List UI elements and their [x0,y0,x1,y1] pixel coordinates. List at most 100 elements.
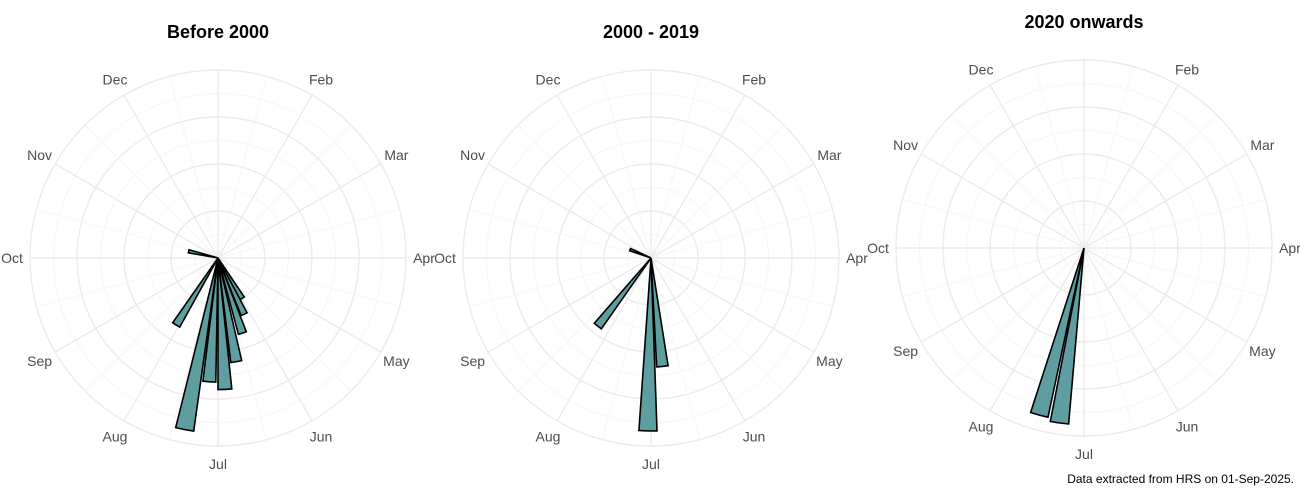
grid-spoke [469,257,652,308]
month-label-jul: Jul [642,456,660,472]
grid-spoke [650,257,746,422]
month-label-may: May [383,353,409,369]
polar-bar-1 [1049,247,1085,425]
polar-bar-2 [217,257,249,317]
grid-spoke [902,198,1085,249]
grid-spoke [517,124,652,259]
month-label-mar: Mar [384,147,408,163]
month-label-apr: Apr [846,250,868,266]
polar-bar-9 [187,248,219,259]
grid-spoke [84,124,219,259]
grid-spoke [36,208,219,259]
grid-spoke [487,257,652,353]
month-label-apr: Apr [413,250,435,266]
grid-spoke [1083,247,1134,430]
month-label-may: May [1249,343,1275,359]
month-label-mar: Mar [817,147,841,163]
polar-bar-4 [628,247,652,259]
month-label-sep: Sep [460,353,485,369]
grid-spoke [1083,247,1266,298]
grid-spoke [1034,66,1085,249]
polar-panel-1: Before 2000 Feb Mar Apr May Jun Jul Aug Sep Oct No… [1,22,435,472]
grid-spoke [217,208,400,259]
grid-spoke [469,208,652,259]
polar-panel-3: 2020 onwards Dec Feb Mar Apr May Jun Jul Aug Sep O… [867,12,1300,462]
grid-spoke [54,163,219,259]
grid-spoke [650,76,701,259]
grid-spoke [123,94,219,259]
grid-spoke [217,257,352,392]
month-label-feb: Feb [1175,62,1199,78]
grid-spoke [1083,247,1179,412]
month-label-nov: Nov [460,147,485,163]
panel-title: 2020 onwards [1024,12,1143,32]
grid-spoke [920,247,1085,343]
month-label-jun: Jun [310,428,333,444]
grid-spoke [1083,84,1179,249]
polar-bar-8 [171,257,219,329]
polar-bar-5 [217,257,233,391]
grid-spoke [54,257,219,353]
grid-spoke [217,257,400,308]
grid-spoke [601,76,652,259]
grid-spoke [650,257,833,308]
grid-spoke [650,257,785,392]
grid-spoke [217,124,352,259]
grid-spoke [950,247,1085,382]
grid-spoke [650,124,785,259]
month-label-aug: Aug [536,428,561,444]
grid-spoke [650,257,815,353]
grid-spoke [556,257,652,422]
month-label-dec: Dec [103,72,128,88]
month-label-dec: Dec [969,62,994,78]
polar-panel-2: 2000 - 2019 Feb Mar Apr May Jun Jul Aug Sep Oct No… [434,22,868,472]
polar-bar-2 [638,257,658,432]
grid-spoke [36,257,219,308]
month-label-nov: Nov [893,137,918,153]
grid-spoke [487,163,652,259]
grid-spoke [1083,247,1218,382]
month-label-apr: Apr [1279,240,1300,256]
month-label-feb: Feb [742,72,766,88]
month-label-nov: Nov [27,147,52,163]
polar-bar-2 [1029,247,1085,419]
month-label-aug: Aug [969,418,994,434]
grid-spoke [650,163,815,259]
panel-title: 2000 - 2019 [603,22,699,42]
grid-spoke [217,76,268,259]
grid-spoke [217,94,313,259]
grid-spoke [1083,114,1218,249]
month-label-sep: Sep [27,353,52,369]
month-label-jul: Jul [209,456,227,472]
polar-bar-3 [217,257,248,336]
month-label-feb: Feb [309,72,333,88]
panel-title: Before 2000 [167,22,269,42]
month-label-oct: Oct [867,240,889,256]
month-label-may: May [816,353,842,369]
grid-spoke [601,257,652,440]
polar-bar-1 [650,257,670,368]
data-source-caption: Data extracted from HRS on 01-Sep-2025. [1067,472,1294,486]
grid-spoke [517,257,652,392]
month-label-jul: Jul [1075,446,1093,462]
month-label-mar: Mar [1250,137,1274,153]
grid-spoke [1083,153,1248,249]
month-label-sep: Sep [893,343,918,359]
grid-spoke [84,257,219,392]
grid-spoke [950,114,1085,249]
grid-spoke [920,153,1085,249]
month-label-aug: Aug [103,428,128,444]
grid-spoke [650,208,833,259]
grid-spoke [650,257,701,440]
grid-spoke [168,76,219,259]
grid-spoke [902,247,1085,298]
month-label-dec: Dec [536,72,561,88]
grid-spoke [556,94,652,259]
grid-spoke [989,84,1085,249]
grid-spoke [1083,247,1248,343]
grid-spoke [1083,66,1134,249]
month-label-oct: Oct [1,250,23,266]
polar-bar-4 [217,257,243,364]
month-label-oct: Oct [434,250,456,266]
